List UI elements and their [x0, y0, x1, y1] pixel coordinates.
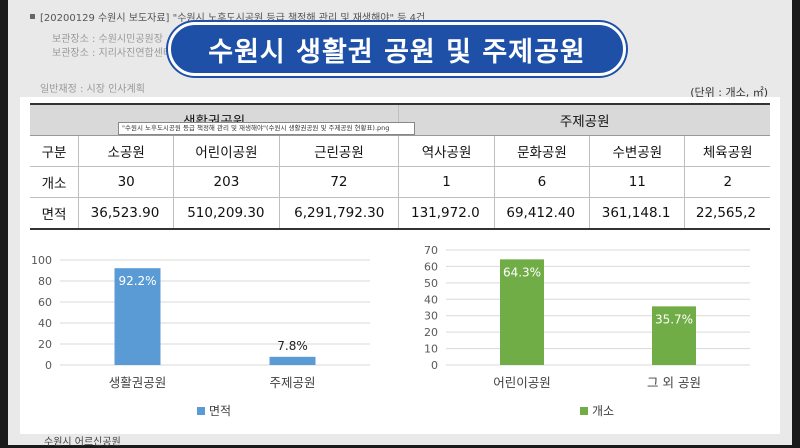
category-label: 어린이공원	[493, 375, 551, 390]
table-cell: 36,523.90	[78, 197, 175, 230]
column-header: 역사공원	[398, 135, 495, 167]
y-tick-label: 20	[38, 338, 52, 351]
table-cell: 131,972.0	[398, 197, 495, 230]
column-header: 체육공원	[684, 135, 770, 167]
table-cell: 6	[494, 166, 591, 198]
data-label: 92.2%	[118, 274, 156, 288]
column-header: 수변공원	[589, 135, 686, 167]
table-cell: 1	[398, 166, 495, 198]
column-header: 근린공원	[279, 135, 400, 167]
unit-label: (단위 : 개소, ㎡)	[690, 86, 768, 99]
data-label: 35.7%	[655, 312, 693, 326]
data-label: 64.3%	[503, 265, 541, 279]
y-tick-label: 100	[31, 254, 52, 267]
y-tick-label: 0	[431, 359, 438, 372]
document-sub-line: 일반재정 : 시장 인사계획	[40, 84, 145, 95]
document-header-line: [20200129 수원시 보도자료] "수원시 노후도시공원 등급 책정해 관…	[40, 13, 426, 24]
document-sub-line: 보관장소 : 수원시민공원장	[52, 34, 163, 45]
y-tick-label: 10	[424, 343, 438, 356]
row-label: 개소	[30, 166, 79, 198]
bar	[269, 356, 316, 365]
row-header-label: 구분	[30, 135, 79, 167]
y-tick-label: 40	[424, 293, 438, 306]
y-tick-label: 40	[38, 317, 52, 330]
legend-label: 개소	[592, 404, 614, 418]
table-header-row: 구분 소공원 어린이공원 근린공원 역사공원 문화공원 수변공원 체육공원	[30, 135, 770, 167]
y-tick-label: 60	[38, 296, 52, 309]
y-tick-label: 20	[424, 326, 438, 339]
table-cell: 30	[78, 166, 175, 198]
y-tick-label: 80	[38, 275, 52, 288]
data-label: 7.8%	[277, 339, 308, 353]
column-header: 문화공원	[494, 135, 591, 167]
y-tick-label: 30	[424, 310, 438, 323]
table-cell: 69,412.40	[494, 197, 591, 230]
y-tick-label: 60	[424, 260, 438, 273]
legend-swatch	[580, 407, 588, 415]
filename-tooltip: "수원시 노후도시공원 등급 책정해 관리 및 재생해야"(수원시 생활권공원 …	[118, 122, 415, 135]
legend-swatch	[197, 407, 205, 415]
category-label: 주제공원	[269, 375, 315, 390]
y-tick-label: 50	[424, 277, 438, 290]
table-cell: 361,148.1	[589, 197, 686, 230]
table-cell: 22,565,2	[684, 197, 770, 230]
document-bottom-line: 수원시 어르신공원	[44, 437, 121, 448]
group-header-theme: 주제공원	[398, 103, 770, 136]
bar	[114, 268, 161, 365]
park-stats-panel: 생활권공원 주제공원 구분 소공원 어린이공원 근린공원 역사공원 문화공원 수…	[20, 97, 780, 434]
table-row: 개소 30 203 72 1 6 11 2	[30, 166, 770, 198]
table-cell: 6,291,792.30	[279, 197, 400, 230]
table-cell: 2	[684, 166, 770, 198]
table-cell: 72	[279, 166, 400, 198]
table-cell: 203	[173, 166, 280, 198]
bullet-icon	[30, 14, 35, 19]
y-tick-label: 0	[45, 359, 52, 372]
table-cell: 510,209.30	[173, 197, 280, 230]
bar	[500, 259, 544, 365]
table-row: 면적 36,523.90 510,209.30 6,291,792.30 131…	[30, 197, 770, 230]
category-label: 생활권공원	[109, 375, 167, 390]
column-header: 어린이공원	[173, 135, 280, 167]
column-header: 소공원	[78, 135, 175, 167]
document-sub-line: 보관장소 : 지리사진연합센터	[52, 48, 173, 59]
table-cell: 11	[589, 166, 686, 198]
legend-label: 면적	[209, 404, 231, 418]
category-label: 그 외 공원	[647, 375, 701, 390]
title-banner: 수원시 생활권 공원 및 주제공원	[168, 22, 626, 76]
y-tick-label: 70	[424, 244, 438, 257]
row-label: 면적	[30, 197, 79, 230]
bar	[652, 306, 696, 365]
